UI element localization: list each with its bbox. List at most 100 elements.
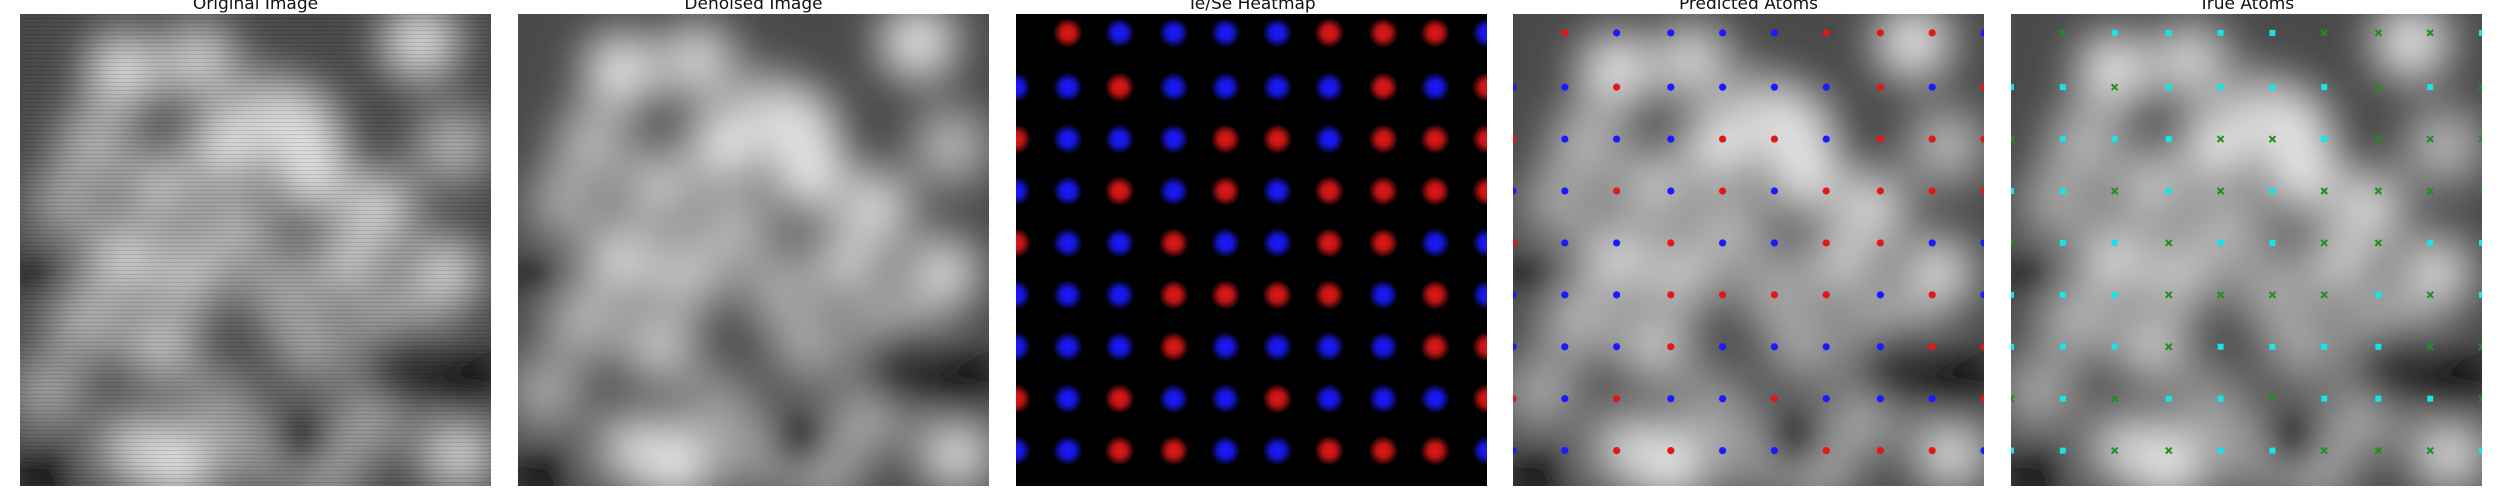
bright-blob [856,14,981,105]
se-heat-spot [1158,17,1189,48]
te-heat-spot [1016,124,1031,155]
se-heat-spot [1016,331,1031,362]
predicted-te-atom [1561,29,1569,37]
te-heat-spot [1420,331,1451,362]
true-se-atom [2479,29,2482,36]
true-se-atom [2217,343,2224,350]
true-te-atom [2165,446,2173,455]
te-heat-spot [1368,227,1399,258]
true-te-atom [2320,239,2328,247]
se-heat-spot [1104,17,1135,48]
predicted-te-atom [1613,83,1621,91]
true-te-atom [2059,29,2067,37]
panel-title-denoised: Denoised Image [684,0,823,14]
true-te-atom [2478,187,2482,195]
panel-title-predicted: Predicted Atoms [1678,0,1819,14]
true-te-atom [2165,291,2173,299]
true-te-atom [2478,135,2482,143]
true-te-atom [2478,83,2482,91]
se-heat-spot [1052,176,1083,206]
se-heat-spot [1314,383,1345,414]
dark-region [1908,330,1984,435]
predicted-se-atom [1613,343,1621,351]
true-te-atom [2426,187,2434,195]
se-heat-spot [1420,72,1451,103]
true-te-atom [2426,291,2434,299]
true-te-atom [2011,135,2015,143]
true-se-atom [2321,395,2328,402]
true-texture [2011,14,2482,486]
true-te-atom [2216,187,2225,195]
true-te-atom [2110,446,2119,455]
true-te-atom [2165,343,2173,351]
true-te-atom [2011,239,2015,247]
true-te-atom [2374,83,2383,91]
predicted-se-atom [1613,291,1621,299]
predicted-se-atom [1667,83,1675,91]
true-se-atom [2375,395,2382,402]
predicted-te-atom [1667,343,1675,351]
predicted-te-atom [1980,395,1984,403]
se-heat-spot [1016,176,1031,206]
panel-true: True Atoms [2011,0,2482,486]
true-se-atom [2011,343,2014,350]
te-heat-spot [1368,124,1399,155]
predicted-te-atom [1770,291,1779,299]
predicted-se-atom [1822,83,1830,91]
se-heat-spot [1314,124,1345,155]
se-heat-spot [1104,124,1135,155]
predicted-te-atom [1667,291,1675,299]
true-se-atom [2269,343,2276,350]
true-se-atom [2059,291,2066,298]
predicted-se-atom [1513,187,1517,195]
predicted-te-atom [1876,447,1884,455]
predicted-se-atom [1667,395,1675,403]
se-heat-spot [1052,124,1083,155]
dark-region [518,237,574,310]
denoised-image [518,14,989,486]
panel-heatmap: Te/Se Heatmap [1016,0,1487,486]
se-heat-spot [1158,176,1189,206]
se-heat-spot [1052,72,1083,103]
se-heat-spot [1210,383,1241,414]
predicted-te-atom [1928,343,1936,351]
te-heat-spot [1104,435,1135,466]
predicted-se-atom [1718,239,1727,247]
te-heat-spot [1314,176,1345,206]
se-heat-spot [1472,435,1487,466]
te-heat-spot [1420,279,1451,310]
predicted-se-atom [1613,135,1621,143]
te-heat-spot [1314,435,1345,466]
predicted-se-atom [1770,83,1779,91]
predicted-te-atom [1513,395,1517,403]
te-heat-spot [1052,17,1083,48]
predicted-se-atom [1513,291,1517,299]
predicted-texture [1513,14,1984,486]
se-heat-spot [1262,435,1293,466]
true-te-atom [2426,135,2434,143]
dark-region [2011,425,2082,486]
se-heat-spot [1472,17,1487,48]
predicted-te-atom [1718,187,1727,195]
te-heat-spot [1368,176,1399,206]
predicted-te-atom [1667,447,1675,455]
predicted-te-atom [1980,83,1984,91]
te-heat-spot [1104,72,1135,103]
panel-title-heatmap: Te/Se Heatmap [1187,0,1316,14]
panel-predicted: Predicted Atoms [1513,0,1984,486]
predicted-se-atom [1561,239,1569,247]
te-heat-spot [1210,176,1241,206]
true-se-atom [2321,84,2328,91]
predicted-te-atom [1876,187,1884,195]
te-heat-spot [1158,435,1189,466]
true-te-atom [2320,187,2328,195]
te-heat-spot [1472,72,1487,103]
predicted-se-atom [1718,83,1727,91]
predicted-se-atom [1513,343,1517,351]
te-heat-spot [1104,176,1135,206]
true-se-atom [2111,291,2118,298]
true-te-atom [2110,83,2119,91]
te-heat-spot [1158,279,1189,310]
true-se-atom [2269,188,2276,194]
predicted-se-atom [1770,187,1779,195]
